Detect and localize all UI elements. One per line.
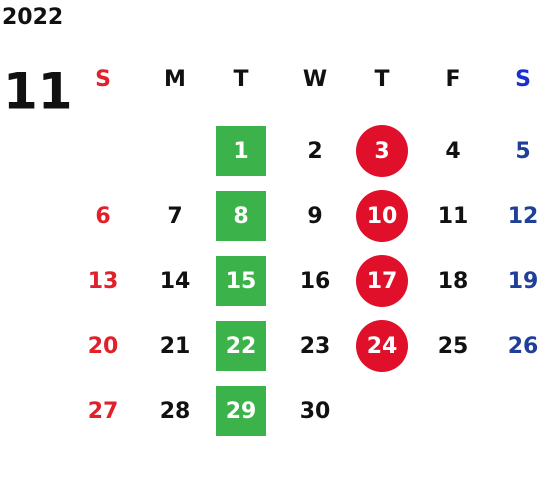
day-number: 27 [88, 399, 119, 424]
day-number: 2 [307, 139, 322, 164]
day-number: 26 [508, 334, 539, 359]
day-number: 6 [95, 204, 110, 229]
day-number: 4 [445, 139, 460, 164]
day-number: 12 [508, 204, 539, 229]
highlight-circle [356, 190, 408, 242]
day-number: 30 [300, 399, 331, 424]
year: 2022 [2, 5, 63, 30]
day-number: 18 [438, 269, 469, 294]
day-number: 28 [160, 399, 191, 424]
day-number: 25 [438, 334, 469, 359]
day-number: 23 [300, 334, 331, 359]
day-number: 9 [307, 204, 322, 229]
highlight-circle [356, 320, 408, 372]
highlight-circle [356, 255, 408, 307]
weekday-header: S [515, 67, 531, 92]
day-number: 24 [367, 334, 398, 359]
day-number: 10 [367, 204, 398, 229]
highlight-circle [356, 125, 408, 177]
day-number: 20 [88, 334, 119, 359]
weekday-header: W [303, 67, 327, 92]
day-number: 21 [160, 334, 191, 359]
day-number: 14 [160, 269, 191, 294]
day-number: 3 [374, 139, 389, 164]
month: 11 [3, 63, 73, 121]
day-number: 22 [226, 334, 257, 359]
day-number: 16 [300, 269, 331, 294]
day-number: 7 [167, 204, 182, 229]
day-number: 8 [233, 204, 248, 229]
weekday-header: F [445, 67, 460, 92]
day-number: 5 [515, 139, 530, 164]
weekday-header: S [95, 67, 111, 92]
highlight-square [216, 126, 266, 176]
day-number: 15 [226, 269, 257, 294]
day-number: 29 [226, 399, 257, 424]
highlight-square [216, 386, 266, 436]
highlight-square [216, 256, 266, 306]
highlight-square [216, 191, 266, 241]
day-number: 1 [233, 139, 248, 164]
day-number: 19 [508, 269, 539, 294]
day-number: 13 [88, 269, 119, 294]
day-number: 17 [367, 269, 398, 294]
weekday-header: T [233, 67, 248, 92]
weekday-header: M [164, 67, 186, 92]
day-number: 11 [438, 204, 469, 229]
weekday-header: T [374, 67, 389, 92]
highlight-square [216, 321, 266, 371]
